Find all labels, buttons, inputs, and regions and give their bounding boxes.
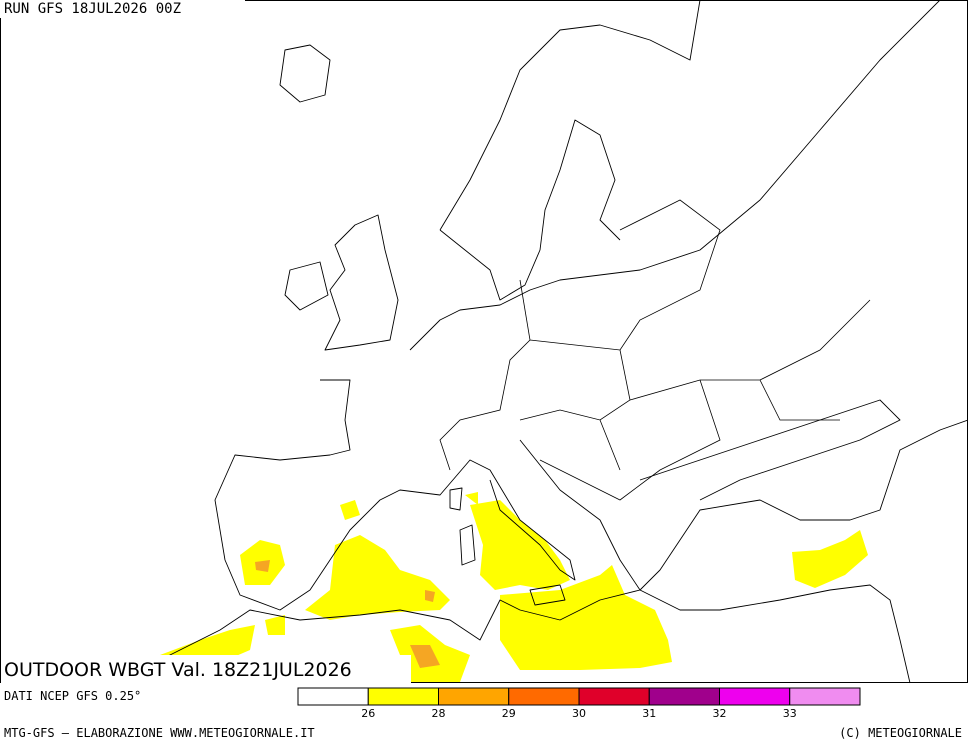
colorbar-tick-label: 33 — [783, 707, 797, 720]
coastlines — [159, 0, 968, 684]
footer-right: (C) METEOGIORNALE — [839, 726, 962, 740]
field-area — [500, 565, 672, 670]
field-area — [305, 535, 450, 620]
wbgt-field — [160, 492, 868, 682]
field-area-high — [255, 560, 440, 668]
coastline — [439, 119, 621, 301]
coastline — [409, 0, 941, 351]
map-title: OUTDOOR WBGT Val. 18Z21JUL2026 — [4, 659, 352, 681]
colorbar-bin — [789, 687, 861, 706]
footer-left: MTG-GFS – ELABORAZIONE WWW.METEOGIORNALE… — [4, 726, 315, 740]
colorbar: 26 28 29 30 31 32 33 — [297, 687, 861, 720]
colorbar-bin — [648, 687, 720, 706]
island — [449, 487, 566, 606]
colorbar-bin — [297, 687, 369, 706]
coastline — [639, 399, 901, 501]
colorbar-bin — [578, 687, 650, 706]
colorbar-tick-label: 31 — [642, 707, 656, 720]
header-box — [0, 0, 245, 18]
coastline — [214, 379, 576, 611]
border — [439, 199, 871, 501]
colorbar-tick-label: 26 — [361, 707, 375, 720]
colorbar-bin — [438, 687, 510, 706]
coastline — [439, 0, 701, 231]
colorbar-bin — [367, 687, 439, 706]
title-box — [1, 655, 411, 683]
coastline — [519, 419, 968, 591]
colorbar-bin — [508, 687, 580, 706]
colorbar-tick-label: 30 — [572, 707, 586, 720]
colorbar-tick-label: 28 — [432, 707, 446, 720]
run-label: RUN GFS 18JUL2026 00Z — [4, 1, 181, 17]
field-area — [792, 530, 868, 588]
field-area — [470, 500, 570, 590]
coastline — [284, 261, 329, 311]
colorbar-tick-label: 32 — [713, 707, 727, 720]
source-label: DATI NCEP GFS 0.25° — [4, 689, 141, 703]
country-borders — [439, 199, 871, 501]
coastline — [159, 584, 911, 684]
colorbar-tick-label: 29 — [502, 707, 516, 720]
colorbar-bin — [719, 687, 791, 706]
coastline — [324, 214, 399, 351]
coastline — [279, 44, 331, 103]
